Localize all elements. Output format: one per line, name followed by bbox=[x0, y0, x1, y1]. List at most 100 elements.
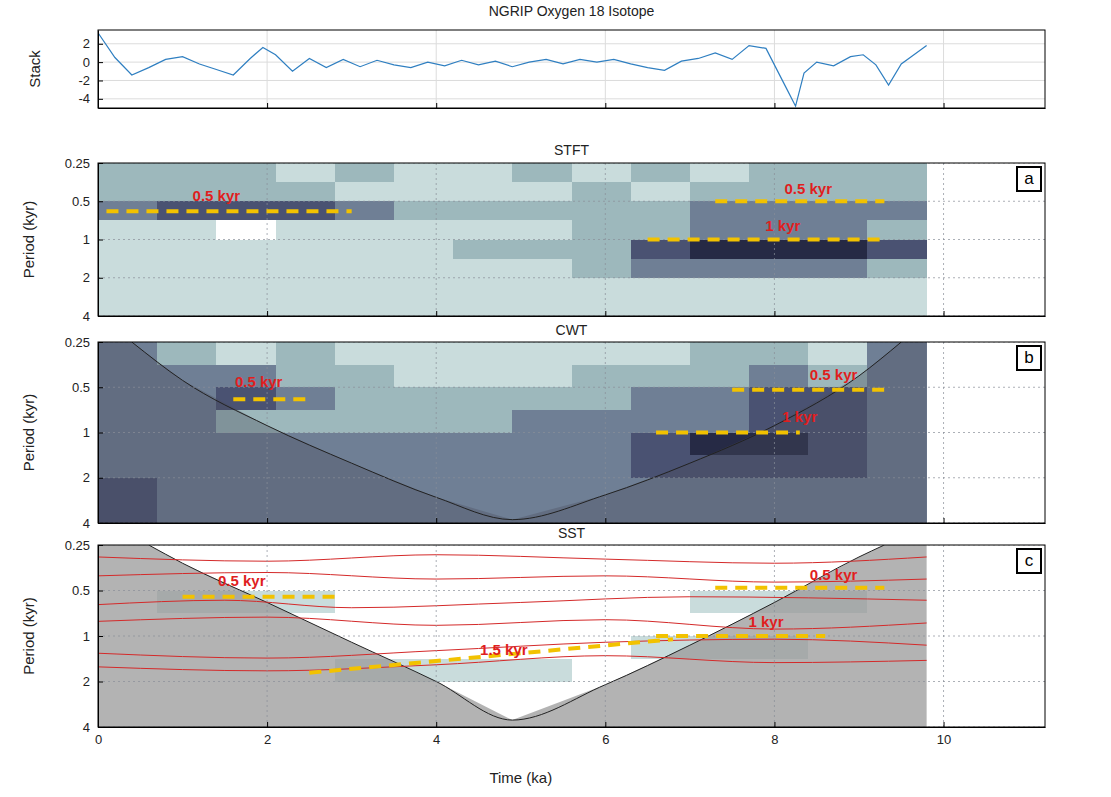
axis-line bbox=[98, 31, 99, 109]
cell bbox=[394, 410, 454, 433]
cell bbox=[98, 297, 158, 316]
panel-label: c bbox=[1025, 551, 1034, 570]
cell bbox=[631, 591, 691, 614]
cell bbox=[394, 182, 454, 202]
cell bbox=[98, 278, 158, 298]
cell bbox=[512, 365, 572, 388]
tick-mark bbox=[98, 278, 103, 279]
cell bbox=[749, 259, 809, 279]
tick bbox=[436, 311, 437, 316]
plot-frame bbox=[98, 30, 1045, 108]
cell bbox=[335, 297, 395, 316]
tick-label: 0.25 bbox=[65, 156, 90, 171]
grid-line bbox=[267, 545, 268, 727]
cell bbox=[453, 365, 513, 388]
tick-mark bbox=[944, 311, 945, 316]
cell bbox=[631, 278, 691, 298]
tick: 1 bbox=[83, 232, 103, 247]
grid bbox=[98, 342, 1045, 523]
cell bbox=[512, 259, 572, 279]
data-line bbox=[98, 33, 927, 106]
cell bbox=[867, 278, 927, 298]
axis: 0.250.5124 bbox=[65, 156, 103, 324]
cell bbox=[157, 220, 217, 240]
tick-label: 2 bbox=[83, 470, 90, 485]
cell bbox=[453, 220, 513, 240]
tick-mark bbox=[944, 103, 945, 108]
cell bbox=[512, 433, 572, 456]
tick-mark bbox=[98, 682, 103, 683]
tick-mark bbox=[98, 80, 103, 81]
cell bbox=[453, 568, 513, 591]
cell bbox=[808, 297, 868, 316]
cell bbox=[572, 410, 632, 433]
cell bbox=[276, 342, 336, 365]
cell bbox=[453, 259, 513, 279]
annotation-label: 1 kyr bbox=[748, 613, 783, 630]
cell bbox=[867, 259, 927, 279]
grid-line bbox=[774, 30, 775, 108]
tick-mark bbox=[774, 103, 775, 108]
cell bbox=[690, 591, 750, 614]
cell bbox=[749, 545, 809, 568]
cone-of-influence-shade bbox=[98, 545, 927, 727]
cell bbox=[335, 568, 395, 591]
axis-title: Period (kyr) bbox=[20, 201, 37, 279]
cell bbox=[98, 240, 158, 260]
plot-background bbox=[98, 342, 1045, 523]
cell bbox=[453, 278, 513, 298]
tick-mark bbox=[436, 103, 437, 108]
panel-title: NGRIP Oxygen 18 Isotope bbox=[489, 3, 655, 19]
cell bbox=[572, 259, 632, 279]
cell bbox=[335, 365, 395, 388]
cell bbox=[631, 240, 691, 260]
cell bbox=[512, 163, 572, 183]
tick-mark bbox=[98, 478, 103, 479]
cell bbox=[512, 410, 572, 433]
cell bbox=[335, 278, 395, 298]
tick bbox=[944, 311, 945, 316]
tick-mark bbox=[267, 518, 268, 523]
tick: 6 bbox=[602, 722, 609, 747]
cell bbox=[749, 342, 809, 365]
tick-label: 0.5 bbox=[72, 380, 90, 395]
ridge-line bbox=[98, 617, 927, 629]
axis: 0.250.5124 bbox=[65, 335, 103, 531]
cell bbox=[453, 342, 513, 365]
tick-mark bbox=[98, 99, 103, 100]
cell bbox=[631, 433, 691, 456]
ridge-line bbox=[98, 555, 927, 563]
axis: 0.250.5124 bbox=[65, 538, 103, 735]
tick: 4 bbox=[83, 720, 103, 735]
tick-label: 2 bbox=[83, 674, 90, 689]
cell bbox=[512, 278, 572, 298]
cell bbox=[572, 240, 632, 260]
cell bbox=[572, 297, 632, 316]
cell bbox=[512, 387, 572, 410]
cell bbox=[572, 591, 632, 614]
tick-mark bbox=[98, 523, 103, 524]
tick-mark bbox=[774, 518, 775, 523]
axis: -4-202 bbox=[78, 31, 103, 109]
tick: -4 bbox=[78, 91, 103, 106]
cell bbox=[394, 201, 454, 221]
cells bbox=[98, 163, 927, 316]
tick-label: 0.25 bbox=[65, 538, 90, 553]
cell bbox=[512, 613, 572, 636]
tick-mark bbox=[605, 518, 606, 523]
cell bbox=[394, 220, 454, 240]
tick: 0.25 bbox=[65, 538, 103, 553]
annotation-dash bbox=[648, 238, 885, 242]
cell bbox=[157, 240, 217, 260]
cell bbox=[335, 163, 395, 183]
tick: 4 bbox=[83, 516, 103, 531]
tick: 1 bbox=[83, 425, 103, 440]
cell bbox=[276, 163, 336, 183]
cell bbox=[808, 342, 868, 365]
cell bbox=[572, 278, 632, 298]
cell bbox=[631, 568, 691, 591]
annotation-label: 0.5 kyr bbox=[784, 180, 832, 197]
plot-background bbox=[98, 545, 1045, 727]
annotation-label: 0.5 kyr bbox=[235, 373, 283, 390]
cell bbox=[749, 297, 809, 316]
